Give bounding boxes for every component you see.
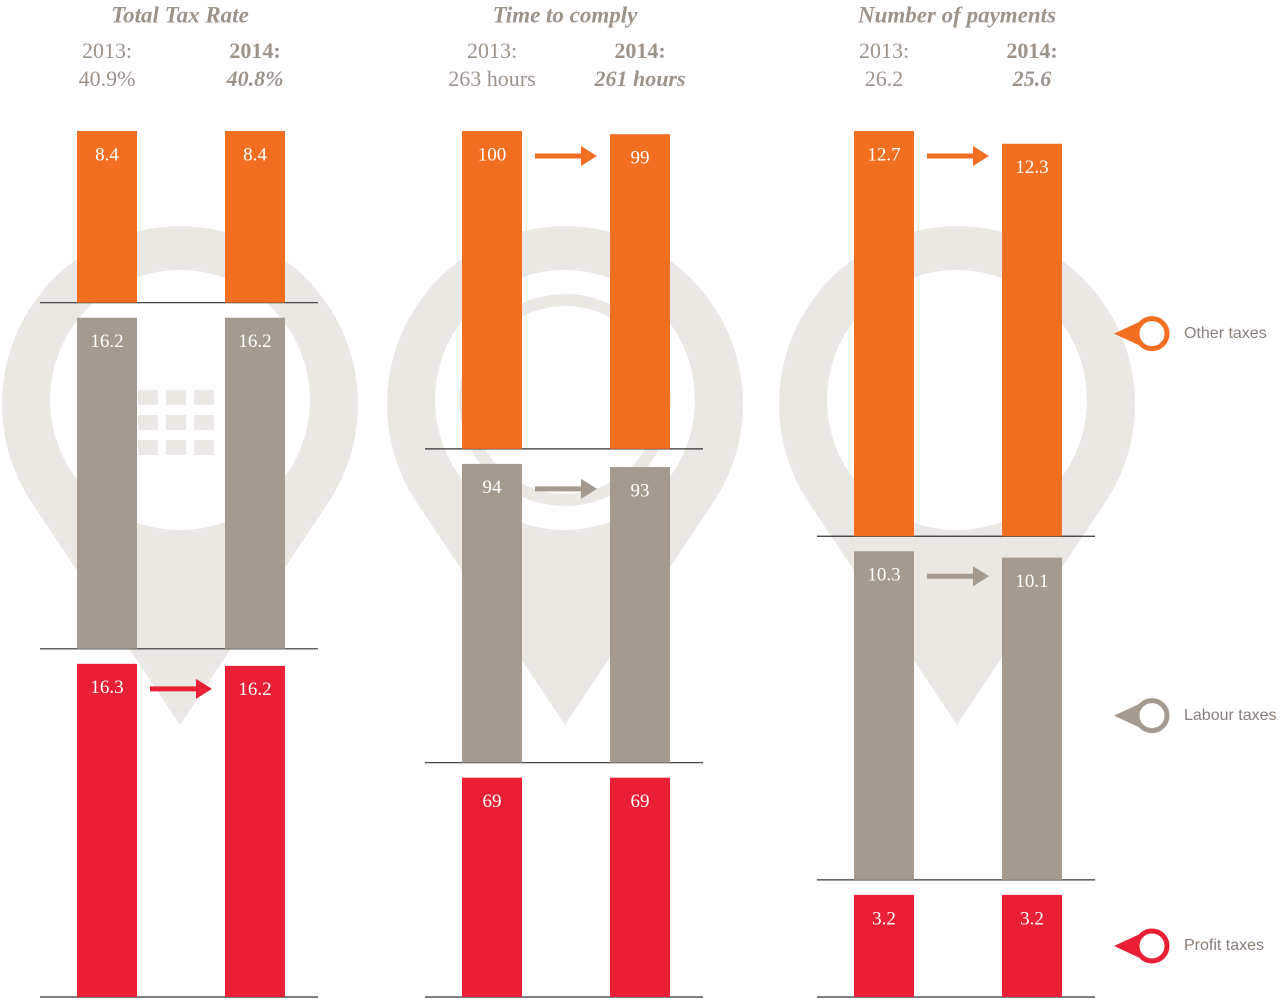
total-value: 26.2 bbox=[865, 66, 904, 91]
bar bbox=[854, 131, 914, 537]
bar bbox=[77, 663, 137, 997]
change-arrow-head bbox=[973, 146, 989, 166]
bar-value-label: 100 bbox=[478, 144, 507, 165]
bar bbox=[854, 551, 914, 880]
legend-marker bbox=[1134, 698, 1170, 734]
bar-value-label: 10.1 bbox=[1015, 571, 1048, 592]
bar-value-label: 8.4 bbox=[95, 144, 119, 165]
chart-title: Number of payments bbox=[857, 2, 1056, 27]
bar-value-label: 10.3 bbox=[867, 565, 900, 586]
bar bbox=[1002, 557, 1062, 880]
bar-value-label: 3.2 bbox=[1020, 908, 1044, 929]
legend-pointer bbox=[1114, 932, 1142, 959]
bar bbox=[225, 317, 285, 649]
bar bbox=[77, 131, 137, 303]
legend-label: Profit taxes bbox=[1184, 937, 1264, 954]
bar-value-label: 69 bbox=[631, 791, 650, 812]
change-arrow-head bbox=[581, 146, 597, 166]
year-label: 2013: bbox=[82, 38, 132, 63]
bar bbox=[77, 317, 137, 649]
change-arrow-head bbox=[196, 678, 212, 699]
total-value: 40.8% bbox=[226, 66, 284, 91]
total-value: 261 hours bbox=[593, 66, 685, 91]
bar bbox=[1002, 894, 1062, 997]
calculator-icon bbox=[138, 390, 214, 455]
background-icons bbox=[2, 226, 1135, 726]
legend-marker bbox=[1134, 316, 1170, 352]
chart-title: Time to comply bbox=[493, 2, 639, 27]
bar bbox=[225, 131, 285, 303]
bar-value-label: 69 bbox=[483, 791, 502, 812]
legend-marker bbox=[1134, 928, 1170, 964]
legend-pointer bbox=[1114, 702, 1142, 729]
bar-value-label: 94 bbox=[483, 477, 503, 498]
bar bbox=[1002, 143, 1062, 537]
change-arrow-head bbox=[973, 566, 989, 587]
legend-label: Other taxes bbox=[1184, 325, 1267, 342]
bar-value-label: 16.2 bbox=[90, 331, 123, 352]
year-label: 2013: bbox=[859, 38, 909, 63]
bar bbox=[225, 665, 285, 997]
year-label: 2014: bbox=[229, 38, 280, 63]
bar-value-label: 16.2 bbox=[238, 331, 271, 352]
legend-pointer bbox=[1114, 320, 1142, 347]
change-arrow-head bbox=[581, 478, 597, 499]
bar-value-label: 3.2 bbox=[872, 908, 896, 929]
bar bbox=[610, 467, 670, 763]
plot: Total Tax Rate 2013: 40.9% 2014: 40.8% 8.4 8.4… bbox=[40, 2, 1277, 998]
bar-value-label: 12.3 bbox=[1015, 157, 1048, 178]
bar bbox=[462, 777, 522, 997]
legend-label: Labour taxes bbox=[1184, 707, 1277, 724]
bar-value-label: 8.4 bbox=[243, 144, 267, 165]
year-label: 2014: bbox=[1006, 38, 1057, 63]
bar-value-label: 12.7 bbox=[867, 144, 900, 165]
total-value: 25.6 bbox=[1012, 66, 1052, 91]
bar-value-label: 93 bbox=[631, 480, 650, 501]
total-value: 40.9% bbox=[79, 66, 136, 91]
chart-title: Total Tax Rate bbox=[111, 2, 249, 27]
bar-value-label: 16.2 bbox=[238, 679, 271, 700]
year-label: 2014: bbox=[614, 38, 665, 63]
bar bbox=[462, 131, 522, 449]
bar-value-label: 99 bbox=[631, 148, 650, 169]
total-value: 263 hours bbox=[448, 66, 535, 91]
bar bbox=[610, 134, 670, 449]
bar bbox=[462, 463, 522, 763]
bar bbox=[610, 777, 670, 997]
bar bbox=[854, 894, 914, 997]
year-label: 2013: bbox=[467, 38, 517, 63]
bar-value-label: 16.3 bbox=[90, 677, 123, 698]
